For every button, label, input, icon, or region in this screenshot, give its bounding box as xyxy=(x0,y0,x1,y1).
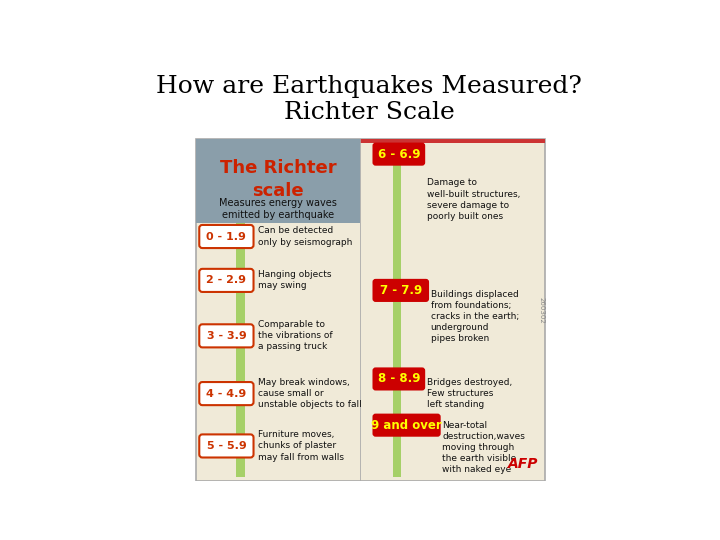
Bar xyxy=(196,139,545,481)
Text: 2 - 2.9: 2 - 2.9 xyxy=(207,275,246,286)
Text: 260302: 260302 xyxy=(539,296,545,323)
Text: Can be detected
only by seismograph: Can be detected only by seismograph xyxy=(258,226,353,247)
Text: 4 - 4.9: 4 - 4.9 xyxy=(206,389,246,399)
FancyBboxPatch shape xyxy=(199,382,253,405)
Text: Near-total
destruction,waves
moving through
the earth visible
with naked eye: Near-total destruction,waves moving thro… xyxy=(442,421,525,474)
Text: 5 - 5.9: 5 - 5.9 xyxy=(207,441,246,451)
FancyBboxPatch shape xyxy=(199,225,253,248)
FancyBboxPatch shape xyxy=(199,434,253,457)
FancyBboxPatch shape xyxy=(199,325,253,347)
Bar xyxy=(392,143,401,477)
Bar xyxy=(196,139,360,222)
Text: 6 - 6.9: 6 - 6.9 xyxy=(377,147,420,160)
Bar xyxy=(196,139,545,143)
Text: The Richter
scale: The Richter scale xyxy=(220,159,336,200)
Text: Damage to
well-built structures,
severe damage to
poorly built ones: Damage to well-built structures, severe … xyxy=(427,178,520,221)
FancyBboxPatch shape xyxy=(372,367,426,390)
Text: AFP: AFP xyxy=(508,457,539,471)
FancyBboxPatch shape xyxy=(372,143,426,166)
Text: Richter Scale: Richter Scale xyxy=(284,101,454,124)
Text: Bridges destroyed,
Few structures
left standing: Bridges destroyed, Few structures left s… xyxy=(427,378,512,409)
Bar xyxy=(236,143,245,477)
FancyBboxPatch shape xyxy=(372,279,429,302)
Text: 7 - 7.9: 7 - 7.9 xyxy=(379,284,422,297)
Text: How are Earthquakes Measured?: How are Earthquakes Measured? xyxy=(156,75,582,98)
Text: 8 - 8.9: 8 - 8.9 xyxy=(377,373,420,386)
Text: May break windows,
cause small or
unstable objects to fall: May break windows, cause small or unstab… xyxy=(258,378,362,409)
Text: Hanging objects
may swing: Hanging objects may swing xyxy=(258,271,332,291)
Text: 0 - 1.9: 0 - 1.9 xyxy=(207,232,246,241)
FancyBboxPatch shape xyxy=(372,414,441,437)
FancyBboxPatch shape xyxy=(199,269,253,292)
Text: Furniture moves,
chunks of plaster
may fall from walls: Furniture moves, chunks of plaster may f… xyxy=(258,430,344,462)
Text: 9 and over: 9 and over xyxy=(372,418,442,431)
Text: Buildings displaced
from foundations;
cracks in the earth;
underground
pipes bro: Buildings displaced from foundations; cr… xyxy=(431,290,519,343)
Text: 3 - 3.9: 3 - 3.9 xyxy=(207,331,246,341)
Text: Comparable to
the vibrations of
a passing truck: Comparable to the vibrations of a passin… xyxy=(258,320,333,352)
Text: Measures energy waves
emitted by earthquake: Measures energy waves emitted by earthqu… xyxy=(219,198,337,220)
